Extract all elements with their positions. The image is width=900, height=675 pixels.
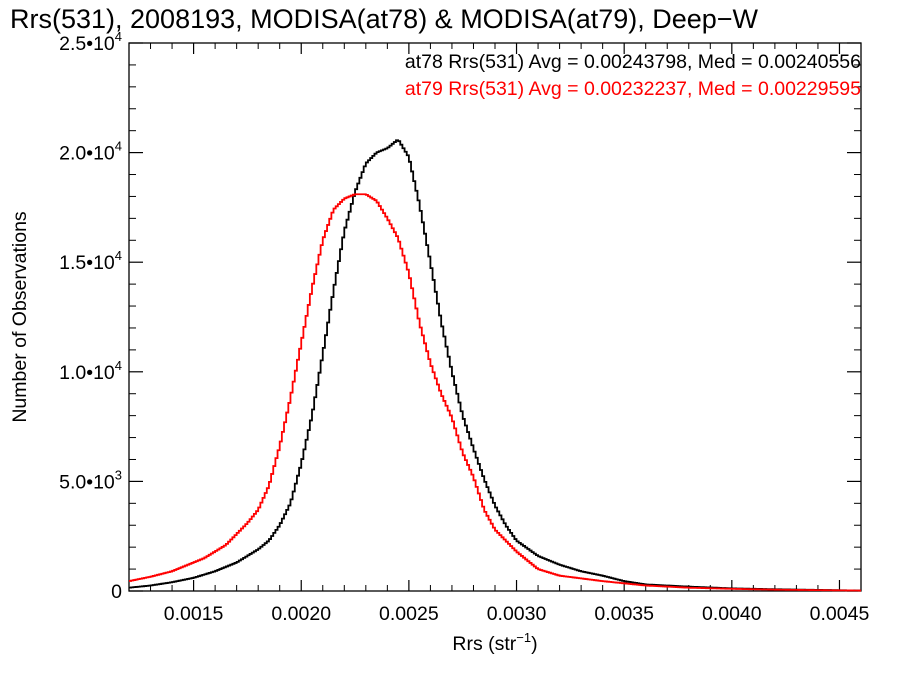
x-tick-label-4: 0.0035 [594,603,654,625]
plot-frame [128,42,862,592]
x-tick-label-0: 0.0015 [164,603,224,625]
x-tick-label-6: 0.0045 [810,603,870,625]
axes: 0.0015 0.0020 0.0025 0.0030 0.0035 0.0040 0.00… [59,29,869,625]
x-tick-label-5: 0.0040 [702,603,762,625]
y-tick-label-1: 5.0•103 [59,467,122,493]
y-tick-label-4: 2.0•104 [59,139,122,165]
y-tick-label-0: 0 [111,581,122,603]
x-axis-label: Rrs (str−1) [452,630,537,655]
y-tick-label-3: 1.5•104 [59,248,122,274]
x-tick-label-3: 0.0030 [487,603,547,625]
at79-stats-annotation: at79 Rrs(531) Avg = 0.00232237, Med = 0.… [405,78,861,100]
x-tick-label-1: 0.0020 [271,603,331,625]
series-lines [129,139,861,592]
chart-title: Rrs(531), 2008193, MODISA(at78) & MODISA… [10,4,759,34]
y-tick-label-2: 1.0•104 [59,358,122,384]
series-line-at78 [129,139,861,592]
series-line-at79 [129,193,861,592]
at78-stats-annotation: at78 Rrs(531) Avg = 0.00243798, Med = 0.… [405,51,861,73]
x-tick-label-2: 0.0025 [379,603,439,625]
y-axis-label: Number of Observations [9,211,31,423]
y-tick-label-5: 2.5•104 [59,29,122,55]
